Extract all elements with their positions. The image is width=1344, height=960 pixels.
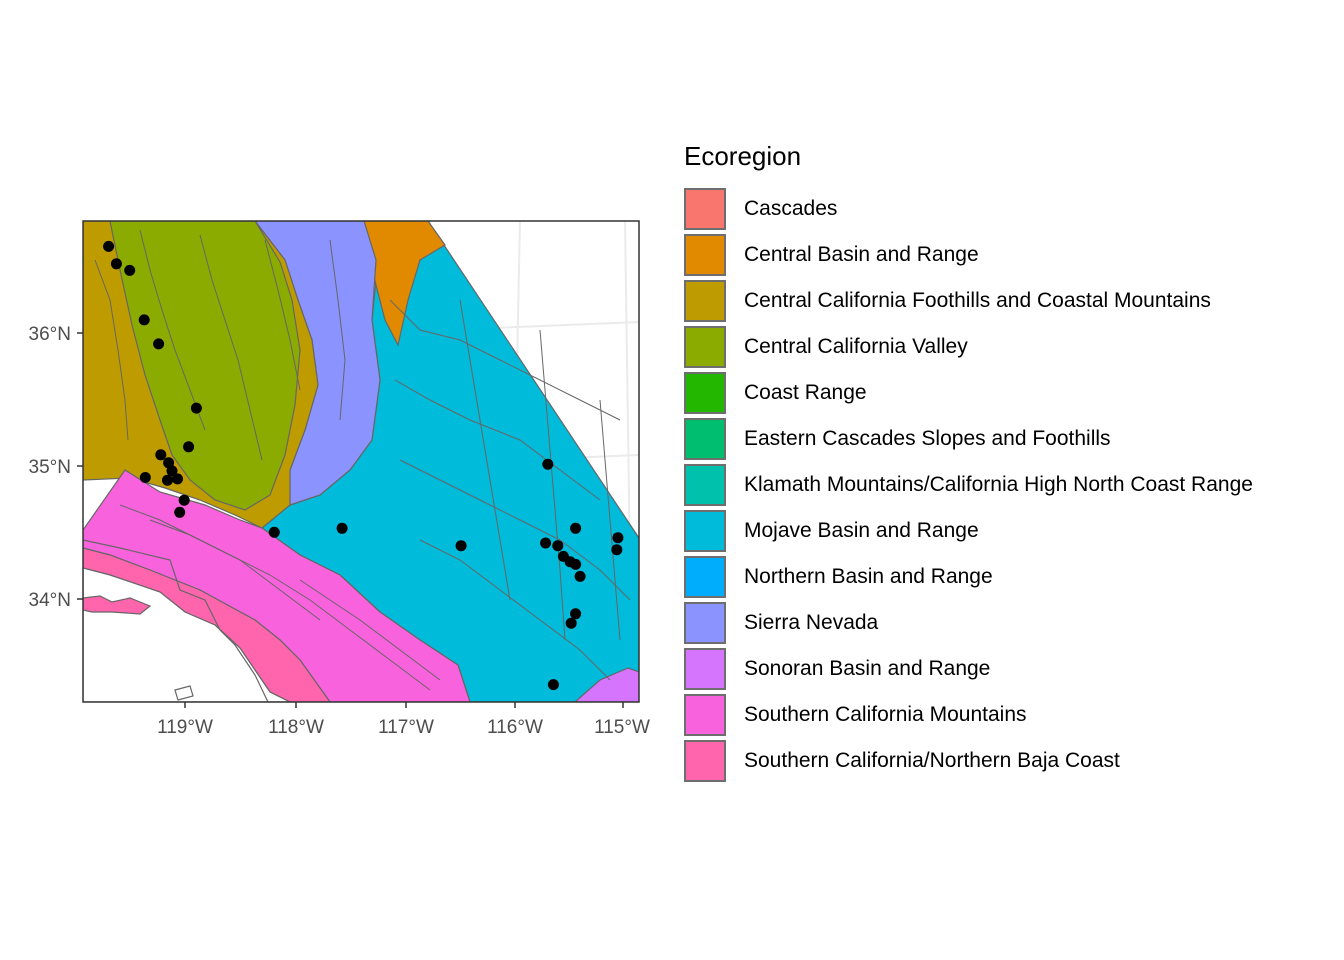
occurrence-point — [268, 526, 280, 538]
x-tick-label: 115°W — [594, 717, 650, 738]
occurrence-point — [612, 532, 624, 544]
occurrence-point — [103, 240, 115, 252]
sonoran-basin-and-range-region — [574, 667, 639, 702]
legend-item: Klamath Mountains/California High North … — [684, 462, 1253, 508]
y-tick-label: 36°N — [29, 324, 71, 345]
occurrence-point — [565, 617, 577, 629]
occurrence-point — [455, 540, 467, 552]
occurrence-point — [162, 474, 173, 486]
legend-label: Central Basin and Range — [744, 243, 979, 266]
legend-label: Sonoran Basin and Range — [744, 657, 991, 680]
legend-label: Northern Basin and Range — [744, 565, 993, 588]
legend-label: Southern California/Northern Baja Coast — [744, 749, 1120, 772]
legend-label: Eastern Cascades Slopes and Foothills — [744, 427, 1111, 450]
x-tick-label: 116°W — [487, 717, 543, 738]
legend-label: Cascades — [744, 197, 838, 220]
map-panel-border — [82, 220, 640, 703]
occurrence-point — [611, 544, 623, 556]
legend-item: Southern California/Northern Baja Coast — [684, 738, 1253, 784]
legend-item: Central California Valley — [684, 324, 1253, 370]
legend-item: Coast Range — [684, 370, 1253, 416]
legend-label: Klamath Mountains/California High North … — [744, 473, 1253, 496]
occurrence-point — [174, 506, 186, 518]
occurrence-point — [155, 449, 167, 461]
legend-swatch — [684, 326, 726, 368]
legend-swatch — [684, 372, 726, 414]
y-tick-label: 34°N — [29, 590, 71, 611]
occurrence-point — [540, 537, 552, 549]
legend-item: Eastern Cascades Slopes and Foothills — [684, 416, 1253, 462]
occurrence-points — [103, 240, 624, 691]
occurrence-point — [547, 679, 559, 691]
legend-swatch — [684, 188, 726, 230]
occurrence-point — [542, 458, 554, 470]
occurrence-point — [336, 522, 348, 534]
occurrence-point — [570, 608, 582, 620]
legend-swatch — [684, 740, 726, 782]
x-axis: 119°W 118°W 117°W 116°W 115°W — [157, 702, 650, 738]
y-axis: 36°N 35°N 34°N — [29, 324, 83, 611]
y-tick-label: 35°N — [29, 457, 71, 478]
occurrence-point — [124, 264, 136, 276]
island-outline — [174, 685, 194, 701]
legend-item: Southern California Mountains — [684, 692, 1253, 738]
occurrence-point — [574, 570, 586, 582]
occurrence-point — [166, 465, 178, 477]
legend-title: Ecoregion — [684, 141, 802, 171]
channel-island — [83, 595, 152, 615]
legend-swatch — [684, 280, 726, 322]
coastline-buffer-outline — [83, 539, 269, 702]
occurrence-point — [190, 402, 202, 414]
occurrence-point — [153, 338, 165, 350]
occurrence-point — [178, 494, 190, 506]
occurrence-point — [172, 473, 183, 485]
occurrence-point — [139, 472, 151, 483]
legend-item: Central Basin and Range — [684, 232, 1253, 278]
occurrence-point — [138, 314, 150, 326]
legend-swatch — [684, 648, 726, 690]
occurrence-point — [110, 258, 122, 270]
occurrence-point — [570, 558, 582, 570]
occurrence-point — [570, 522, 582, 534]
x-tick-label: 119°W — [157, 717, 213, 738]
legend-item: Cascades — [684, 186, 1253, 232]
legend-item: Northern Basin and Range — [684, 554, 1253, 600]
occurrence-point — [552, 540, 564, 552]
x-tick-label: 117°W — [378, 717, 434, 738]
legend-item: Mojave Basin and Range — [684, 508, 1253, 554]
legend-swatch — [684, 556, 726, 598]
legend-label: Central California Valley — [744, 335, 968, 358]
ecoregion-subregion-lines — [94, 229, 631, 691]
legend-swatch — [684, 694, 726, 736]
legend-swatch — [684, 234, 726, 276]
ecoregion-polygons — [83, 221, 639, 702]
legend-item: Sonoran Basin and Range — [684, 646, 1253, 692]
legend-swatch — [684, 418, 726, 460]
legend-item: Sierra Nevada — [684, 600, 1253, 646]
legend-swatch — [684, 602, 726, 644]
legend: Ecoregion Cascades Central Basin and Ran… — [684, 140, 1253, 784]
legend-label: Central California Foothills and Coastal… — [744, 289, 1211, 312]
legend-label: Mojave Basin and Range — [744, 519, 979, 542]
legend-label: Southern California Mountains — [744, 703, 1027, 726]
legend-label: Sierra Nevada — [744, 611, 879, 634]
legend-item: Central California Foothills and Coastal… — [684, 278, 1253, 324]
legend-label: Coast Range — [744, 381, 867, 404]
x-tick-label: 118°W — [268, 717, 324, 738]
occurrence-point — [183, 441, 195, 453]
central-california-valley-region — [109, 221, 301, 511]
legend-swatch — [684, 510, 726, 552]
legend-swatch — [684, 464, 726, 506]
